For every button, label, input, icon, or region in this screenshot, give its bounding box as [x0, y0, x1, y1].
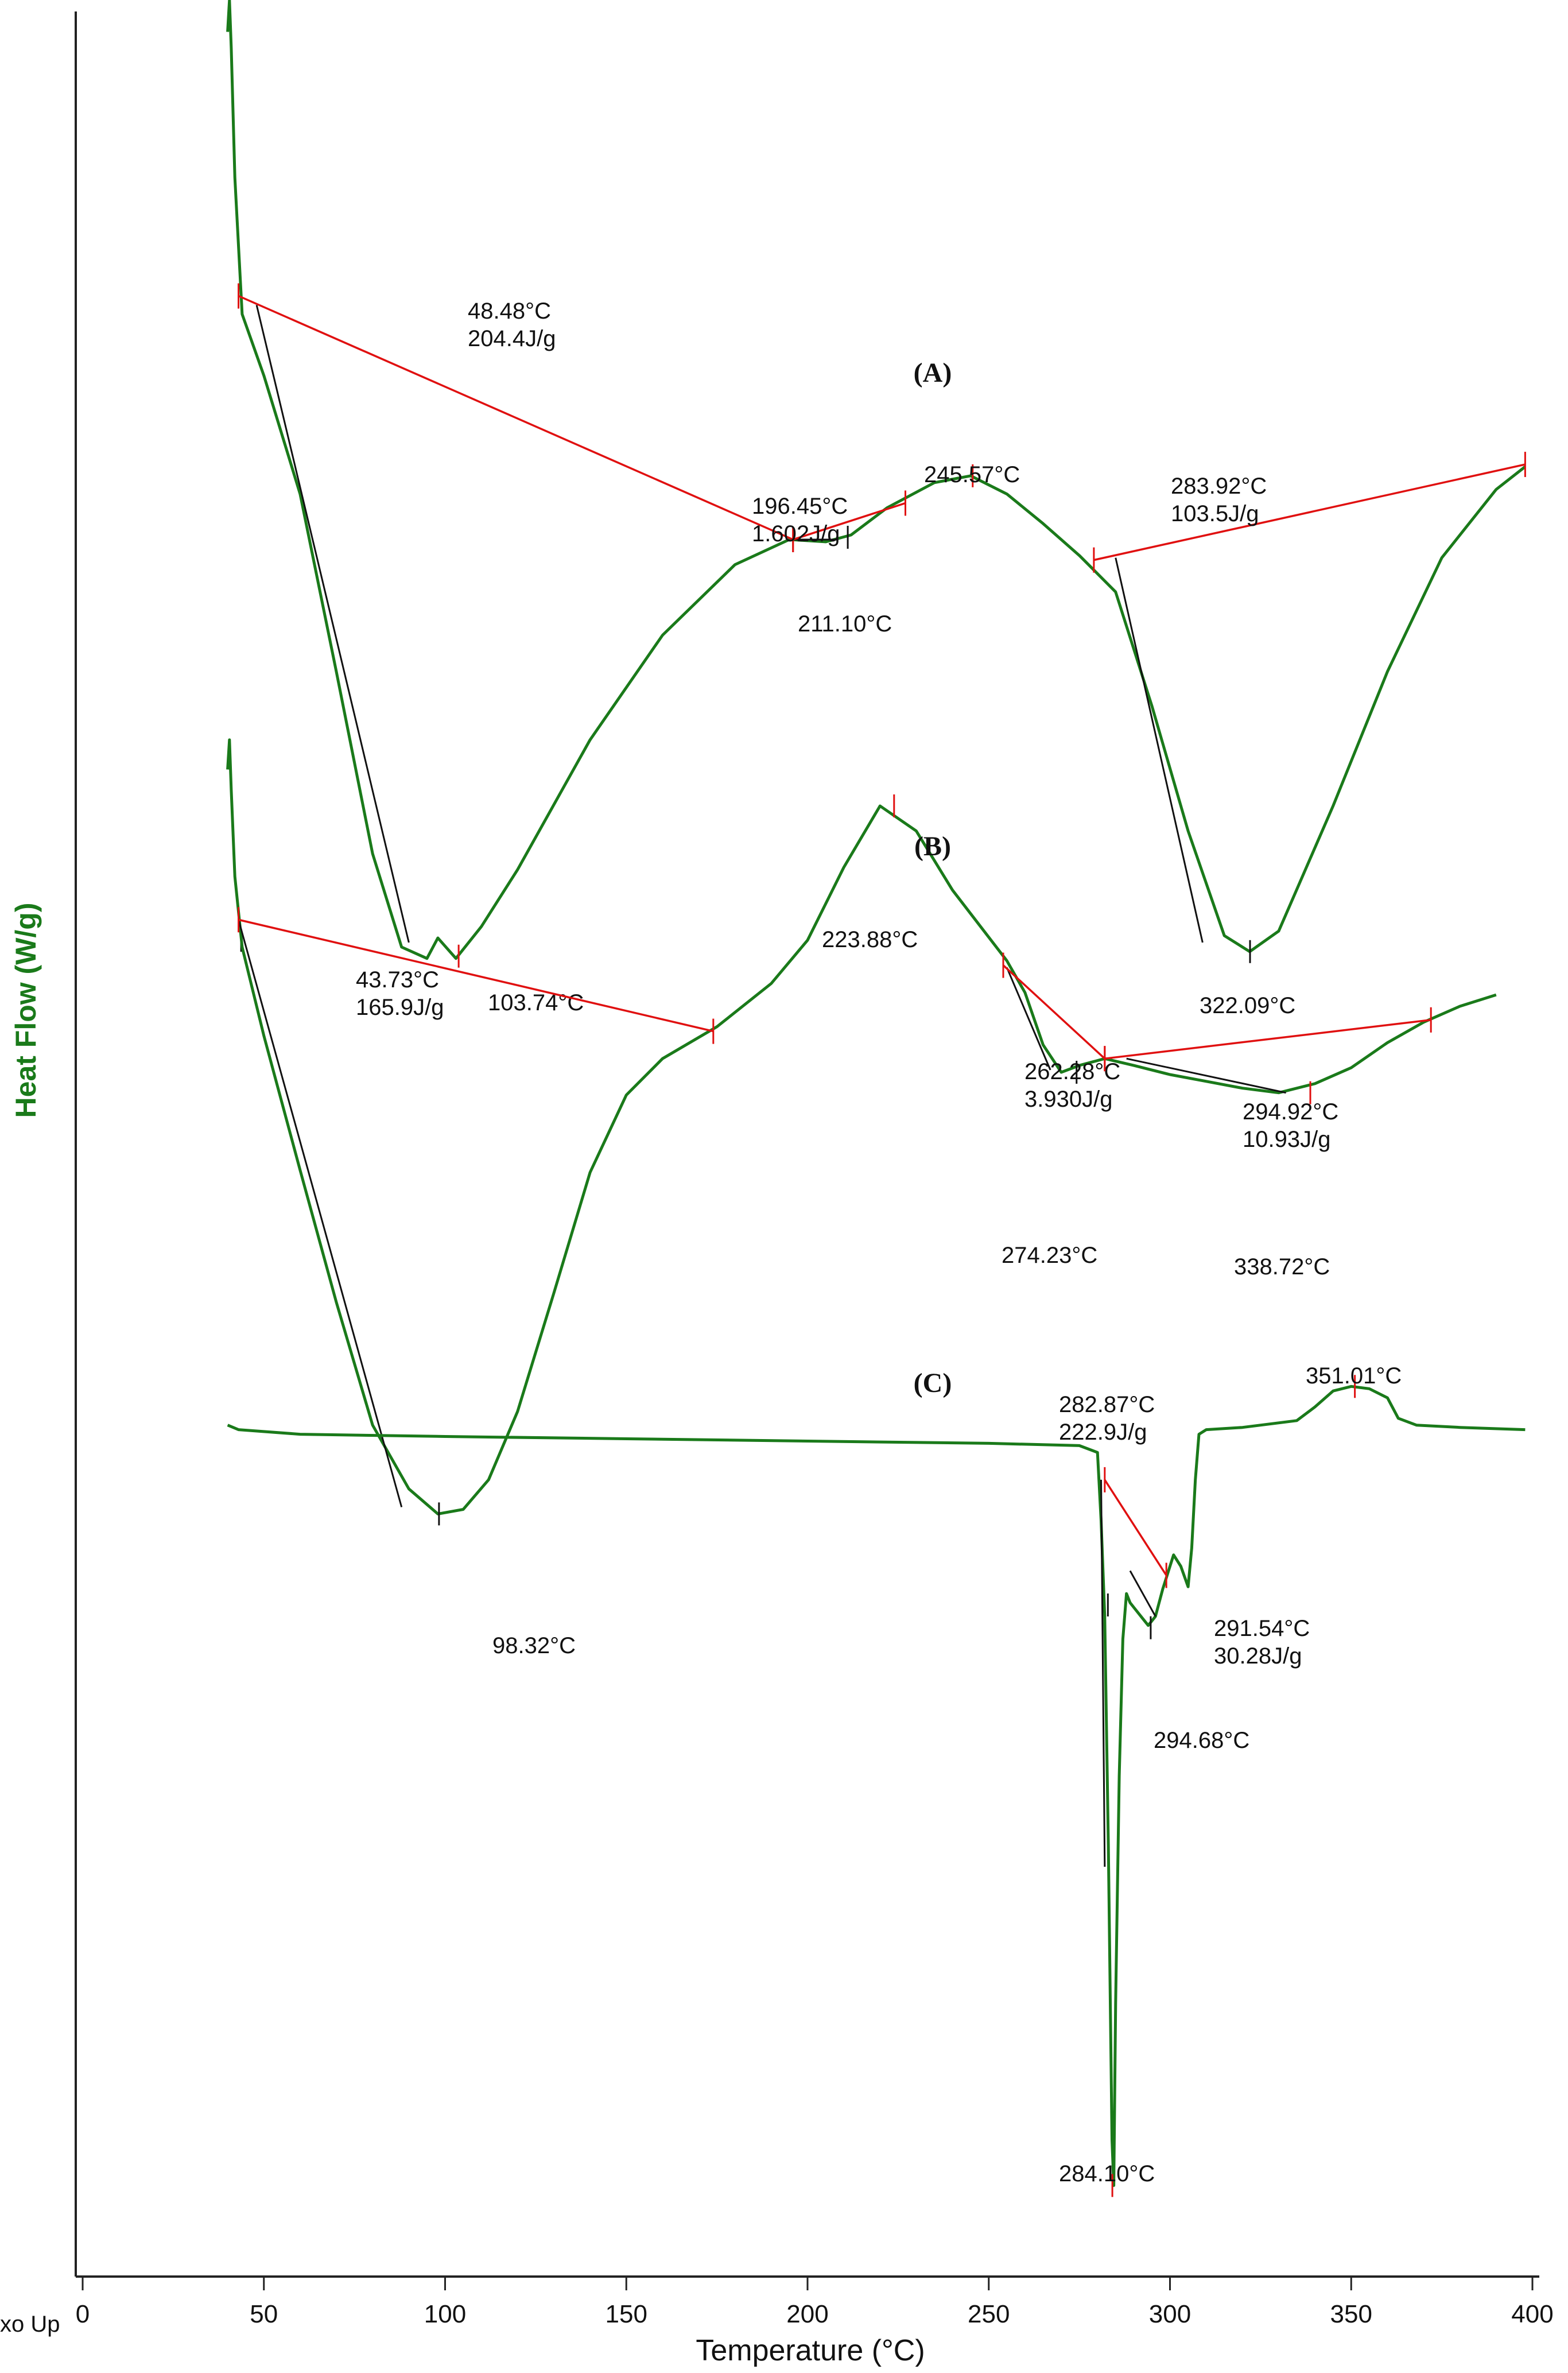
peak-label: 322.09°C [1200, 993, 1295, 1018]
peak-label: 294.68°C [1154, 1728, 1249, 1753]
x-tick-label: 300 [1149, 2300, 1191, 2328]
peak-label: 351.01°C [1306, 1363, 1402, 1389]
integration-label: 262.28°C [1024, 1059, 1120, 1084]
onset-tangent [1100, 1479, 1106, 1867]
integration-label: 10.93J/g [1243, 1127, 1330, 1152]
integration-baseline [1104, 1479, 1167, 1576]
x-tick-label: 50 [250, 2300, 278, 2328]
onset-tangent [1126, 1057, 1286, 1094]
peak-label: 282.87°C [1059, 1392, 1155, 1417]
onset-tangent [238, 919, 403, 1507]
onset-tangent [1115, 557, 1204, 943]
integration-baseline [1002, 964, 1106, 1060]
x-tick-label: 350 [1330, 2300, 1372, 2328]
integration-label: 291.54°C [1214, 1616, 1310, 1641]
x-tick-label: 400 [1511, 2300, 1553, 2328]
corner-text: xo Up [0, 2312, 60, 2337]
integration-label: 1.602J/g [752, 521, 840, 546]
integration-baseline [1104, 1019, 1431, 1060]
heat-flow-curve [226, 738, 1497, 1515]
integration-label: 196.45°C [752, 494, 848, 519]
panel-label: (A) [914, 358, 952, 388]
peak-label: 338.72°C [1234, 1254, 1330, 1279]
onset-tangent [255, 305, 410, 943]
integration-label: 294.92°C [1243, 1099, 1338, 1125]
peak-label: 274.23°C [1002, 1243, 1097, 1268]
panel-label: (B) [914, 831, 951, 862]
series-0: 48.48°C204.4J/g196.45°C1.602J/g283.92°C1… [226, 0, 1526, 1020]
peak-label: 165.9J/g [356, 995, 444, 1020]
x-tick-label: 150 [606, 2300, 647, 2328]
peak-label: 223.88°C [822, 927, 918, 952]
x-tick-label: 250 [968, 2300, 1010, 2328]
integration-label: 103.5J/g [1171, 501, 1259, 526]
peak-label: 284.10°C [1059, 2161, 1155, 2186]
peak-label: 211.10°C [798, 611, 892, 637]
peak-label: 245.57°C [924, 462, 1020, 487]
x-tick-label: 0 [76, 2300, 90, 2328]
series-1: 262.28°C 3.930J/g 294.92°C10.93J/g 98.32°C 2… [226, 738, 1497, 1658]
y-axis-title: Heat Flow (W/g) [10, 903, 42, 1118]
integration-baseline [238, 918, 714, 1033]
integration-baseline [1093, 463, 1526, 561]
peak-label: 103.74°C [488, 990, 584, 1015]
x-tick-label: 200 [786, 2300, 828, 2328]
integration-baseline [238, 294, 794, 541]
x-ticks: 0 50 100 150 200 250 300 350 400 [76, 2277, 1554, 2328]
series-2: 291.54°C30.28J/g 282.87°C 222.9J/g 284.10°C… [227, 1363, 1526, 2197]
integration-label: 283.92°C [1171, 474, 1267, 499]
onset-tangent [1129, 1570, 1156, 1617]
heat-flow-curve [226, 0, 1526, 960]
integration-label: 30.28J/g [1214, 1643, 1302, 1669]
heat-flow-curve [227, 1385, 1526, 2187]
integration-baseline [793, 502, 906, 541]
panel-label: (C) [914, 1368, 952, 1398]
integration-label: 3.930J/g [1024, 1087, 1112, 1112]
peak-label: 222.9J/g [1059, 1420, 1147, 1445]
x-tick-label: 100 [424, 2300, 466, 2328]
integration-label: 204.4J/g [468, 326, 556, 351]
axes: 0 50 100 150 200 250 300 350 400 [75, 11, 1554, 2328]
peak-label: 98.32°C [492, 1633, 576, 1658]
plot-area: 48.48°C204.4J/g196.45°C1.602J/g283.92°C1… [226, 0, 1526, 2197]
integration-label: 48.48°C [468, 298, 551, 324]
x-axis-title: Temperature (°C) [696, 2334, 925, 2367]
peak-label: 43.73°C [356, 967, 439, 992]
onset-tangent [1006, 967, 1051, 1071]
